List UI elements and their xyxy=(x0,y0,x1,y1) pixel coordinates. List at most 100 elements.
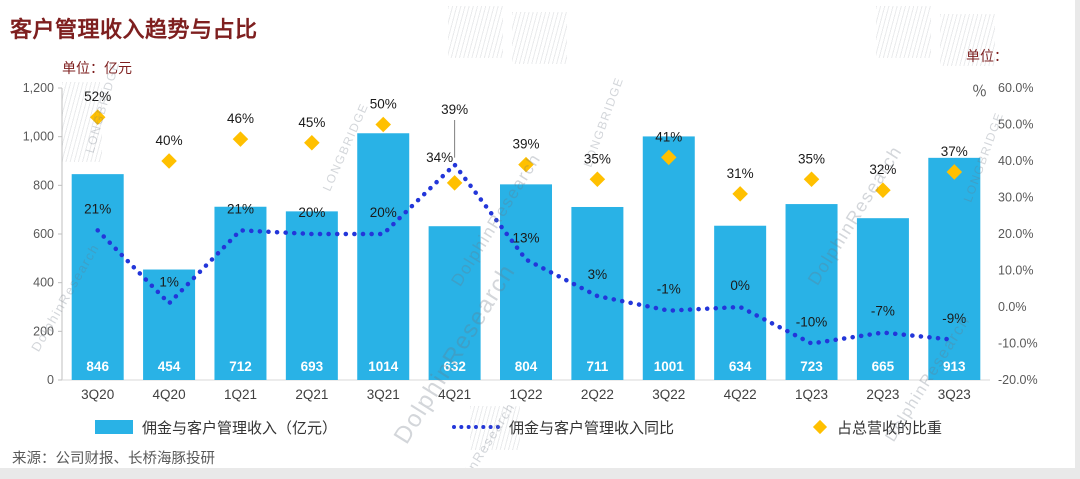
yoy-label: 0% xyxy=(730,278,750,293)
chart-card: 0 200 400 600 800 1,000 1,200 -20.0% -10.0% 0.0% 1… xyxy=(0,0,1075,468)
bar-3Q22 xyxy=(642,136,695,380)
bar-1Q22 xyxy=(500,184,552,380)
yoy-label: 13% xyxy=(512,231,539,246)
diamond-label: 37% xyxy=(941,144,968,159)
diamond-1Q22 xyxy=(518,156,534,173)
category-label: 3Q20 xyxy=(81,387,114,402)
bar-value-label: 1001 xyxy=(654,359,685,374)
bar-value-label: 665 xyxy=(872,359,895,374)
category-label: 1Q23 xyxy=(795,387,828,402)
yoy-label: -9% xyxy=(942,311,966,326)
bar-value-label: 693 xyxy=(301,359,324,374)
category-label: 2Q21 xyxy=(295,387,328,402)
yoy-label: -7% xyxy=(871,304,895,319)
diamond-label: 34% xyxy=(426,150,453,165)
diamond-2Q21 xyxy=(304,134,320,151)
category-label: 3Q22 xyxy=(652,387,685,402)
bar-2Q21 xyxy=(285,211,338,380)
bar-value-label: 804 xyxy=(515,359,538,374)
svg-text:20.0%: 20.0% xyxy=(998,227,1033,241)
yoy-label: 21% xyxy=(227,201,254,216)
bar-value-label: 454 xyxy=(158,359,181,374)
legend-item-revenue: 佣金与客户管理收入（亿元） xyxy=(95,416,337,438)
yoy-label-callout: 39% xyxy=(441,102,468,117)
yoy-label: 1% xyxy=(159,274,179,289)
right-axis: -20.0% -10.0% 0.0% 10.0% 20.0% 30.0% 40.0% 50.0… xyxy=(998,81,1038,387)
bar-value-label: 634 xyxy=(729,359,752,374)
category-label: 4Q21 xyxy=(438,387,471,402)
yoy-label: 20% xyxy=(370,205,397,220)
source-note: 来源：公司财报、长桥海豚投研 xyxy=(12,451,215,467)
legend-item-yoy: 佣金与客户管理收入同比 xyxy=(452,416,674,438)
bar-3Q20 xyxy=(71,174,124,380)
diamond-label: 35% xyxy=(584,151,611,166)
svg-text:50.0%: 50.0% xyxy=(998,118,1033,132)
right-axis-unit-symbol: ％ xyxy=(972,83,988,100)
bar-2Q22 xyxy=(571,206,624,380)
svg-text:800: 800 xyxy=(33,178,54,192)
left-axis: 0 200 400 600 800 1,000 1,200 xyxy=(23,81,63,387)
category-label: 4Q20 xyxy=(153,387,186,402)
diamond-1Q21 xyxy=(232,131,249,147)
svg-text:-20.0%: -20.0% xyxy=(998,373,1038,387)
bar-1Q21 xyxy=(214,206,267,380)
category-label: 3Q21 xyxy=(367,387,400,402)
legend-item-ratio: 占总营收的比重 xyxy=(812,416,942,438)
diamond-3Q22 xyxy=(660,149,677,166)
svg-text:600: 600 xyxy=(33,227,54,241)
svg-text:10.0%: 10.0% xyxy=(998,264,1033,278)
bar-value-label: 711 xyxy=(586,359,608,374)
category-label: 2Q23 xyxy=(866,387,899,402)
diamond-4Q21 xyxy=(446,175,463,191)
yoy-line xyxy=(95,161,957,346)
bar-value-label: 712 xyxy=(229,359,252,374)
x-axis-labels: 3Q20 4Q20 1Q21 2Q21 3Q21 4Q21 1Q22 2Q22 3Q22 4Q22… xyxy=(81,387,971,402)
diamond-label: 35% xyxy=(798,151,825,166)
diamond-label: 39% xyxy=(512,137,539,152)
bar-value-label: 1014 xyxy=(368,359,399,374)
diamond-label: 41% xyxy=(655,129,682,144)
yoy-label: 20% xyxy=(298,205,325,220)
yoy-label: 3% xyxy=(588,267,608,282)
svg-text:1,200: 1,200 xyxy=(23,81,54,95)
legend-bar-swatch xyxy=(95,420,133,434)
diamond-label: 46% xyxy=(227,111,254,126)
right-axis-unit: 单位： xyxy=(966,48,1008,64)
legend-label-revenue: 佣金与客户管理收入（亿元） xyxy=(142,419,338,437)
bar-value-label: 913 xyxy=(943,359,966,374)
category-label: 4Q22 xyxy=(724,387,757,402)
legend-label-yoy: 佣金与客户管理收入同比 xyxy=(509,419,675,437)
diamond-1Q23 xyxy=(803,171,820,188)
legend-diamond-swatch xyxy=(812,419,828,435)
legend-dotted-line-swatch xyxy=(452,425,500,429)
chart-plot: 0 200 400 600 800 1,000 1,200 -20.0% -10.0% 0.0% 1… xyxy=(23,81,1038,402)
bar-3Q21 xyxy=(357,133,410,380)
diamond-2Q22 xyxy=(589,171,606,188)
diamond-2Q23 xyxy=(875,182,891,198)
diamond-label: 31% xyxy=(727,166,754,181)
diamond-4Q20 xyxy=(161,153,177,169)
bar-value-label: 723 xyxy=(800,359,823,374)
svg-text:400: 400 xyxy=(33,276,54,290)
diamond-3Q21 xyxy=(375,116,392,133)
diamond-3Q20 xyxy=(89,109,106,125)
diamond-label: 45% xyxy=(298,115,325,130)
svg-text:200: 200 xyxy=(33,324,54,338)
svg-text:30.0%: 30.0% xyxy=(998,191,1033,205)
category-label: 3Q23 xyxy=(938,387,971,402)
legend-label-ratio: 占总营收的比重 xyxy=(837,419,943,437)
bar-4Q21 xyxy=(428,226,481,380)
bar-3Q23 xyxy=(928,157,981,380)
bar-1Q23 xyxy=(785,204,838,380)
bar-2Q23 xyxy=(856,218,909,380)
svg-text:0.0%: 0.0% xyxy=(998,300,1027,314)
bar-value-label: 632 xyxy=(443,359,466,374)
svg-text:1,000: 1,000 xyxy=(23,130,54,144)
category-label: 1Q21 xyxy=(224,387,257,402)
svg-text:60.0%: 60.0% xyxy=(998,81,1033,95)
yoy-label: 21% xyxy=(84,201,111,216)
svg-text:40.0%: 40.0% xyxy=(998,154,1033,168)
category-label: 1Q22 xyxy=(509,387,542,402)
svg-text:-10.0%: -10.0% xyxy=(998,337,1038,351)
yoy-label: -10% xyxy=(796,315,828,330)
